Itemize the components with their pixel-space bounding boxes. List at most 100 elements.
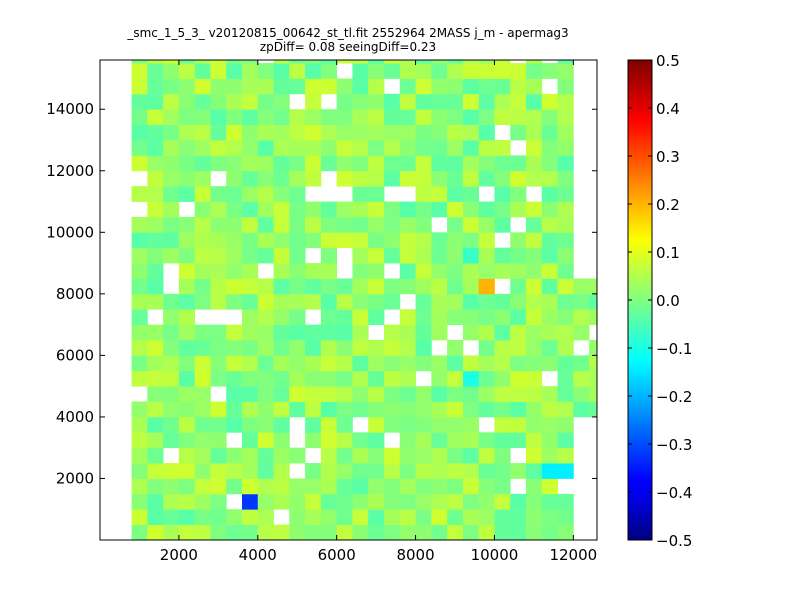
- heatmap-cell: [305, 478, 322, 495]
- heatmap-cell: [194, 140, 211, 156]
- heatmap-cell: [494, 463, 511, 479]
- heatmap-cell: [415, 309, 432, 326]
- heatmap-cell: [526, 309, 543, 326]
- heatmap-cell: [447, 93, 464, 110]
- heatmap-cell: [557, 370, 574, 387]
- heatmap-cell: [541, 155, 558, 172]
- heatmap-cell: [399, 216, 416, 233]
- heatmap-cell: [478, 447, 495, 464]
- heatmap-cell: [557, 293, 574, 310]
- heatmap-cell: [384, 370, 401, 387]
- heatmap-cell: [399, 355, 416, 372]
- heatmap-cell: [447, 263, 464, 279]
- heatmap-cell: [131, 340, 148, 356]
- heatmap-cell: [415, 155, 432, 172]
- heatmap-cell: [305, 63, 322, 79]
- heatmap-cell: [478, 109, 495, 126]
- heatmap-cell: [305, 109, 322, 126]
- heatmap-cell: [273, 155, 290, 172]
- y-tick-label: 10000: [46, 223, 94, 241]
- heatmap-cell: [194, 401, 211, 418]
- heatmap-cell: [494, 247, 511, 264]
- heatmap-cell: [194, 63, 211, 79]
- heatmap-cell: [336, 524, 353, 541]
- heatmap-cell: [526, 109, 543, 126]
- heatmap-cell: [210, 416, 227, 433]
- heatmap-cell: [384, 355, 401, 372]
- heatmap-cell: [447, 340, 464, 356]
- heatmap-cell: [415, 524, 432, 541]
- heatmap-cell: [178, 509, 196, 526]
- heatmap-cell: [210, 324, 227, 341]
- heatmap-cell: [352, 170, 369, 187]
- heatmap-cell: [494, 509, 511, 526]
- heatmap-cell: [447, 60, 464, 64]
- heatmap-cell: [320, 524, 338, 541]
- heatmap-cell: [242, 478, 259, 495]
- colorbar-tick-label: −0.1: [656, 340, 692, 358]
- heatmap-cell: [178, 216, 196, 233]
- heatmap-cell: [431, 124, 448, 141]
- heatmap-cell: [478, 309, 495, 326]
- heatmap-cell: [305, 524, 322, 541]
- heatmap-cell: [242, 278, 259, 295]
- heatmap-cell: [178, 493, 196, 510]
- heatmap-cell: [226, 278, 243, 295]
- heatmap-cell: [131, 524, 148, 541]
- heatmap-cell: [147, 78, 164, 95]
- heatmap-cell: [399, 478, 416, 495]
- heatmap-cell: [336, 478, 353, 495]
- heatmap-cell: [273, 401, 290, 418]
- heatmap-cell: [431, 478, 448, 495]
- heatmap-cell: [557, 263, 574, 279]
- colorbar-tick-label: 0.2: [656, 196, 680, 214]
- heatmap-cell: [320, 109, 338, 126]
- heatmap-cell: [178, 60, 196, 64]
- heatmap-cell: [273, 186, 290, 202]
- heatmap-cell: [178, 370, 196, 387]
- heatmap-cell: [415, 263, 432, 279]
- heatmap-cell: [415, 447, 432, 464]
- heatmap-cell: [336, 124, 353, 141]
- heatmap-cell: [494, 478, 511, 495]
- heatmap-cell: [163, 93, 180, 110]
- heatmap-cell: [541, 186, 558, 202]
- heatmap-cell: [210, 493, 227, 510]
- heatmap-cell: [462, 140, 480, 156]
- heatmap-cell: [257, 309, 274, 326]
- heatmap-cell: [131, 232, 148, 249]
- heatmap-cell: [541, 524, 558, 541]
- heatmap-cell: [163, 63, 180, 79]
- heatmap-cell: [163, 524, 180, 541]
- heatmap-cell: [478, 432, 495, 449]
- heatmap-cell: [368, 340, 385, 356]
- heatmap-cell: [131, 309, 148, 326]
- heatmap-cell: [494, 170, 511, 187]
- heatmap-cell: [352, 524, 369, 541]
- heatmap-cell: [462, 232, 480, 249]
- heatmap-cell: [289, 509, 306, 526]
- heatmap-cell: [163, 140, 180, 156]
- heatmap-cell: [194, 170, 211, 187]
- heatmap-cell: [305, 140, 322, 156]
- heatmap-cell: [194, 370, 211, 387]
- heatmap-cell: [305, 401, 322, 418]
- heatmap-cell: [242, 170, 259, 187]
- heatmap-cell: [147, 63, 164, 79]
- heatmap-cell: [462, 78, 480, 95]
- heatmap-cell: [415, 109, 432, 126]
- heatmap-cell: [336, 401, 353, 418]
- heatmap-cell: [163, 293, 180, 310]
- heatmap-cell: [352, 463, 369, 479]
- heatmap-cell: [573, 324, 590, 341]
- heatmap-cell: [462, 416, 480, 433]
- heatmap-cell: [305, 355, 322, 372]
- heatmap-cell: [242, 155, 259, 172]
- heatmap-cell: [494, 93, 511, 110]
- heatmap-cell: [447, 201, 464, 218]
- heatmap-cell: [368, 416, 385, 433]
- heatmap-cell: [194, 232, 211, 249]
- heatmap-cell: [415, 278, 432, 295]
- heatmap-cell: [147, 93, 164, 110]
- heatmap-cell: [494, 340, 511, 356]
